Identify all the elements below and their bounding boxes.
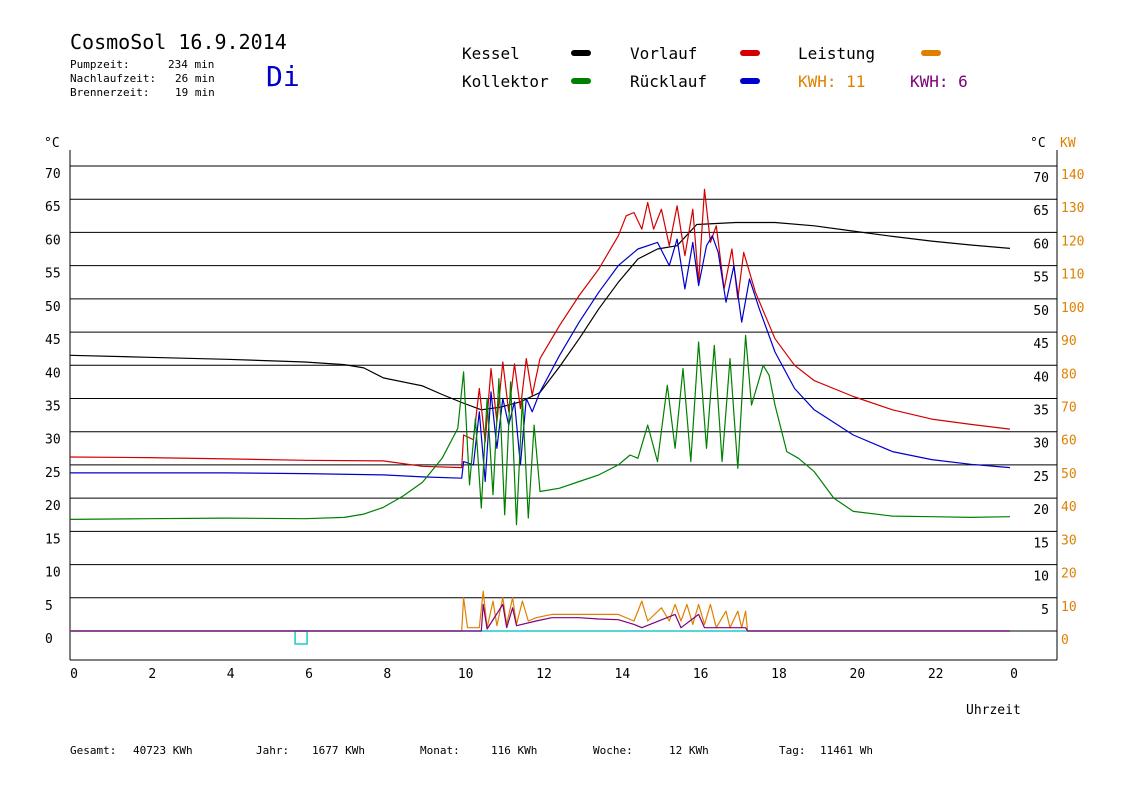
stat-pumpzeit-value: 234 min (168, 58, 215, 71)
y-tick-left-50: 50 (45, 300, 61, 315)
x-tick-3: 6 (305, 667, 313, 682)
y-axis-unit-left: °C (44, 136, 60, 151)
legend-vorlauf-swatch (740, 50, 760, 56)
y-tick-right-kw-80: 80 (1061, 367, 1077, 382)
y-tick-right-kw-60: 60 (1061, 434, 1077, 449)
y-tick-right-kw-90: 90 (1061, 334, 1077, 349)
y-tick-right-kw-70: 70 (1061, 401, 1077, 416)
footer-tag-value: 11461 Wh (820, 744, 873, 757)
footer-tag-label: Tag: (779, 744, 806, 757)
y-tick-left-5: 5 (45, 599, 53, 614)
legend-vorlauf-label: Vorlauf (630, 44, 698, 63)
series-line-kollektor (69, 334, 1011, 526)
legend-leistung-label: Leistung (798, 44, 876, 63)
y-tick-right-kw-50: 50 (1061, 467, 1077, 482)
x-tick-2: 4 (227, 667, 235, 682)
footer-gesamt-label: Gesamt: (70, 744, 117, 757)
y-tick-right-kw-110: 110 (1061, 268, 1084, 283)
y-tick-left-10: 10 (45, 566, 61, 581)
y-tick-left-40: 40 (45, 366, 61, 381)
stat-nachlaufzeit-label: Nachlaufzeit: (70, 72, 157, 85)
x-axis-label: Uhrzeit (966, 703, 1021, 718)
y-tick-right-c-50: 50 (1033, 304, 1049, 319)
legend-kwh-purple: KWH: 6 (910, 72, 968, 91)
x-tick-0: 0 (70, 667, 78, 682)
y-tick-right-c-40: 40 (1033, 370, 1049, 385)
series-line-kessel (69, 221, 1011, 411)
legend-kwh-orange: KWH: 11 (798, 72, 866, 91)
footer-woche-label: Woche: (593, 744, 633, 757)
y-tick-right-kw-130: 130 (1061, 201, 1084, 216)
y-tick-left-65: 65 (45, 200, 61, 215)
marker-box (294, 630, 308, 645)
y-tick-left-35: 35 (45, 400, 61, 415)
y-tick-right-c-65: 65 (1033, 204, 1049, 219)
stat-pumpzeit-label: Pumpzeit: (70, 58, 130, 71)
legend-ruecklauf-swatch (740, 78, 760, 84)
x-tick-7: 14 (615, 667, 631, 682)
x-tick-11: 22 (928, 667, 944, 682)
y-tick-right-kw-20: 20 (1061, 567, 1077, 582)
y-tick-left-55: 55 (45, 267, 61, 282)
x-tick-9: 18 (771, 667, 787, 682)
y-axis-unit-right-kw: KW (1060, 136, 1076, 151)
y-tick-right-c-60: 60 (1033, 237, 1049, 252)
footer-woche-value: 12 KWh (669, 744, 709, 757)
y-tick-left-0: 0 (45, 632, 53, 647)
y-tick-left-30: 30 (45, 433, 61, 448)
y-tick-right-c-10: 10 (1033, 570, 1049, 585)
y-tick-left-25: 25 (45, 466, 61, 481)
y-tick-left-15: 15 (45, 532, 61, 547)
y-tick-left-45: 45 (45, 333, 61, 348)
stat-brennerzeit-label: Brennerzeit: (70, 86, 150, 99)
y-tick-right-kw-120: 120 (1061, 234, 1084, 249)
y-axis-unit-right-c: °C (1030, 136, 1046, 151)
x-tick-1: 2 (148, 667, 156, 682)
footer-gesamt-value: 40723 KWh (133, 744, 193, 757)
series-line-leistung (70, 590, 1010, 632)
legend-kollektor-label: Kollektor (462, 72, 549, 91)
series-line-r-cklauf (70, 235, 1011, 483)
x-tick-4: 8 (383, 667, 391, 682)
legend-leistung-swatch (921, 50, 941, 56)
chart-title: CosmoSol 16.9.2014 (70, 30, 287, 54)
footer-monat-value: 116 KWh (491, 744, 538, 757)
stat-brennerzeit-value: 19 min (175, 86, 215, 99)
legend-kessel-label: Kessel (462, 44, 520, 63)
footer-jahr-value: 1677 KWh (312, 744, 365, 757)
y-tick-right-c-5: 5 (1041, 603, 1049, 618)
y-tick-right-c-25: 25 (1033, 470, 1049, 485)
y-tick-right-c-55: 55 (1033, 271, 1049, 286)
legend-ruecklauf-label: Rücklauf (630, 72, 708, 91)
y-tick-right-c-35: 35 (1033, 404, 1049, 419)
series-line-kwh-6 (70, 603, 1010, 632)
x-tick-6: 12 (536, 667, 552, 682)
y-tick-right-kw-10: 10 (1061, 600, 1077, 615)
day-name: Di (266, 60, 300, 93)
legend-kollektor-swatch (571, 78, 591, 84)
y-tick-right-kw-140: 140 (1061, 168, 1084, 183)
y-tick-right-c-20: 20 (1033, 503, 1049, 518)
x-tick-8: 16 (693, 667, 709, 682)
y-tick-right-kw-100: 100 (1061, 301, 1084, 316)
y-tick-right-c-15: 15 (1033, 536, 1049, 551)
footer-jahr-label: Jahr: (256, 744, 290, 757)
x-tick-12: 0 (1010, 667, 1018, 682)
y-tick-left-70: 70 (45, 167, 61, 182)
footer-monat-label: Monat: (420, 744, 460, 757)
series-line-vorlauf (69, 188, 1011, 469)
y-tick-right-kw-40: 40 (1061, 500, 1077, 515)
y-tick-right-c-45: 45 (1033, 337, 1049, 352)
stat-nachlaufzeit-value: 26 min (175, 72, 215, 85)
y-tick-right-c-70: 70 (1033, 171, 1049, 186)
y-tick-left-60: 60 (45, 233, 61, 248)
y-tick-right-c-30: 30 (1033, 437, 1049, 452)
x-tick-5: 10 (458, 667, 474, 682)
y-tick-left-20: 20 (45, 499, 61, 514)
y-tick-right-kw-0: 0 (1061, 633, 1069, 648)
y-tick-right-kw-30: 30 (1061, 533, 1077, 548)
x-tick-10: 20 (850, 667, 866, 682)
legend-kessel-swatch (571, 50, 591, 56)
